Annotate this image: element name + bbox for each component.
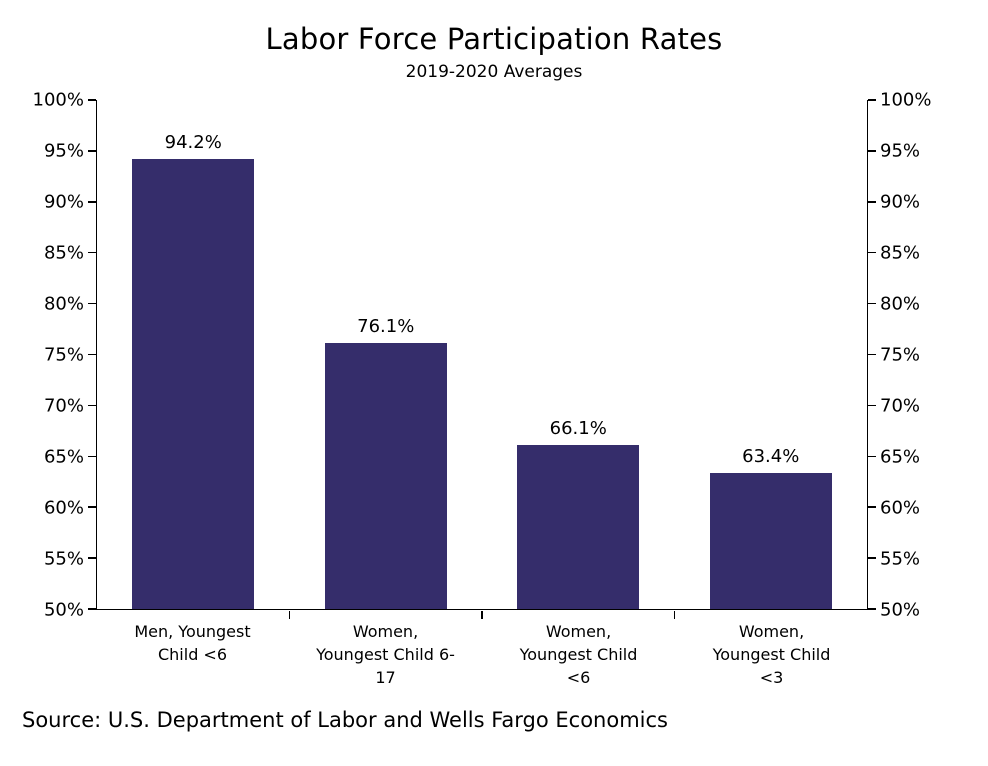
y-axis-tick <box>88 251 96 254</box>
y-tick-label: 100% <box>32 89 84 111</box>
y-tick-label: 50% <box>43 599 84 621</box>
y-tick-label: 55% <box>43 548 84 570</box>
y-axis-tick <box>868 557 876 559</box>
y-axis-tick <box>868 404 876 407</box>
y-axis-tick <box>88 302 96 305</box>
y-tick-label: 90% <box>43 191 84 213</box>
y-axis-left-labels: 50% 55% 60% 65% 70% 75% 80% 85% 90% 95% 100% <box>0 90 96 621</box>
x-axis-labels: Men, Youngest Child <6 Women, Youngest Ch… <box>96 620 868 690</box>
y-tick-label: 95% <box>880 140 921 162</box>
y-tick-label: 60% <box>880 497 921 519</box>
y-axis-tick <box>868 150 876 152</box>
bar-value-label: 76.1% <box>357 316 415 338</box>
bar-value-label: 66.1% <box>549 418 607 440</box>
y-axis-tick <box>868 201 876 203</box>
y-tick-label: 55% <box>880 548 921 570</box>
chart-title: Labor Force Participation Rates <box>265 22 723 56</box>
y-tick-label: 65% <box>43 446 84 468</box>
source-note: Source: U.S. Department of Labor and Wel… <box>22 708 668 732</box>
y-axis-tick <box>868 251 876 254</box>
y-tick-label: 70% <box>880 395 921 417</box>
y-axis-tick <box>88 557 96 559</box>
bar-value-label: 63.4% <box>742 445 800 467</box>
y-axis-tick <box>88 608 96 610</box>
y-tick-label: 60% <box>43 497 84 519</box>
y-axis-tick <box>868 99 876 101</box>
y-tick-label: 75% <box>880 344 921 366</box>
y-axis-right-labels: 50% 55% 60% 65% 70% 75% 80% 85% 90% 95% 100% <box>868 90 988 621</box>
bar: 63.4% <box>709 446 832 609</box>
y-axis-tick <box>88 99 96 101</box>
x-category-label: Women, Youngest Child <6 <box>519 622 638 688</box>
y-tick-label: 65% <box>880 446 921 468</box>
y-axis-tick <box>88 150 96 152</box>
chart-area: 50% 55% 60% 65% 70% 75% 80% 85% 90% 95% 100% 94.2%… <box>0 90 988 621</box>
y-axis-tick <box>88 506 96 508</box>
y-axis-tick <box>868 608 876 610</box>
chart-subtitle: 2019-2020 Averages <box>405 62 583 82</box>
y-axis-tick <box>868 302 876 305</box>
x-axis-tick <box>673 611 676 619</box>
y-tick-label: 50% <box>880 599 921 621</box>
bar-value-label: 94.2% <box>164 132 222 154</box>
y-tick-label: 80% <box>43 293 84 315</box>
y-tick-label: 100% <box>880 89 932 111</box>
y-tick-label: 85% <box>43 242 84 264</box>
y-axis-tick <box>868 506 876 508</box>
y-axis-tick <box>868 353 876 356</box>
x-category-label: Men, Youngest Child <6 <box>134 622 251 665</box>
bar: 76.1% <box>324 316 447 609</box>
y-tick-label: 95% <box>43 140 84 162</box>
x-category-label: Women, Youngest Child <3 <box>712 622 831 688</box>
x-axis-tick <box>288 611 291 619</box>
x-category-label: Women, Youngest Child 6- 17 <box>316 622 455 688</box>
y-axis-tick <box>88 404 96 407</box>
plot-area: 94.2% 76.1% 66.1% 63.4% <box>88 99 876 619</box>
bar: 94.2% <box>132 132 255 609</box>
y-tick-label: 90% <box>880 191 921 213</box>
x-axis-tick <box>481 611 483 619</box>
y-tick-label: 70% <box>43 395 84 417</box>
y-axis-tick <box>88 455 96 458</box>
y-tick-label: 75% <box>43 344 84 366</box>
y-tick-label: 85% <box>880 242 921 264</box>
y-axis-tick <box>88 201 96 203</box>
y-axis-tick <box>868 455 876 458</box>
bar: 66.1% <box>517 418 640 609</box>
y-axis-tick <box>88 353 96 356</box>
y-tick-label: 80% <box>880 293 921 315</box>
